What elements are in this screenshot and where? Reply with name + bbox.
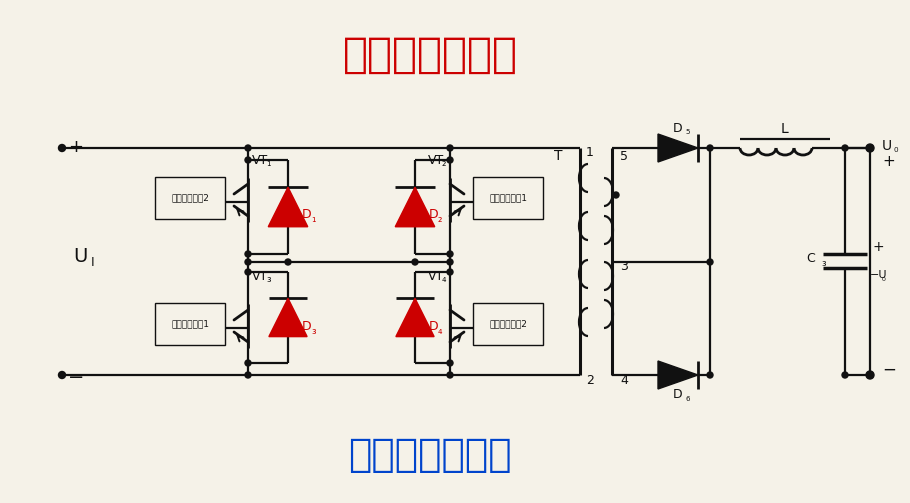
Circle shape (447, 269, 453, 275)
Circle shape (245, 269, 251, 275)
Circle shape (447, 360, 453, 366)
Circle shape (447, 372, 453, 378)
Circle shape (447, 145, 453, 151)
Text: ₄: ₄ (438, 326, 442, 336)
Circle shape (707, 145, 713, 151)
Text: ₂: ₂ (438, 214, 442, 224)
Text: ₀: ₀ (893, 144, 897, 154)
Polygon shape (658, 134, 698, 162)
Text: ₃: ₃ (822, 258, 826, 268)
Polygon shape (268, 298, 307, 337)
Text: VT: VT (252, 153, 268, 166)
Text: 脉冲宽度调制1: 脉冲宽度调制1 (489, 194, 527, 203)
Text: U: U (73, 246, 87, 266)
Circle shape (245, 360, 251, 366)
Text: −: − (882, 361, 895, 379)
Text: 2: 2 (586, 374, 594, 386)
Text: 脉冲宽度调制2: 脉冲宽度调制2 (489, 319, 527, 328)
Text: ₅: ₅ (685, 126, 690, 136)
Circle shape (447, 259, 453, 265)
Text: ₂: ₂ (442, 158, 447, 168)
Polygon shape (658, 361, 698, 389)
Circle shape (245, 157, 251, 163)
Text: 1: 1 (586, 146, 594, 159)
Circle shape (866, 144, 874, 152)
Text: +: + (882, 154, 895, 170)
Text: 脉冲宽度调制2: 脉冲宽度调制2 (171, 194, 209, 203)
Text: D: D (673, 122, 682, 134)
Circle shape (613, 192, 619, 198)
Circle shape (58, 372, 66, 378)
Text: 3: 3 (620, 261, 628, 274)
Text: ₃: ₃ (266, 274, 270, 284)
Text: D: D (302, 320, 311, 333)
Text: D: D (429, 209, 439, 221)
Text: ₄: ₄ (442, 274, 447, 284)
Text: 脉冲宽度调制1: 脉冲宽度调制1 (171, 319, 209, 328)
Text: VT: VT (428, 153, 444, 166)
Circle shape (842, 372, 848, 378)
Circle shape (866, 371, 874, 379)
Text: T: T (553, 149, 562, 163)
Circle shape (412, 259, 418, 265)
Text: VT: VT (428, 270, 444, 283)
Text: −U: −U (870, 270, 887, 280)
Text: +: + (68, 138, 84, 156)
Text: +: + (873, 240, 885, 254)
Circle shape (707, 372, 713, 378)
Circle shape (285, 259, 291, 265)
Text: U: U (882, 139, 892, 153)
Text: C: C (806, 253, 815, 266)
Polygon shape (268, 187, 308, 227)
Text: ₁: ₁ (311, 214, 316, 224)
Polygon shape (396, 298, 434, 337)
Text: 4: 4 (620, 374, 628, 386)
Text: ₁: ₁ (266, 158, 270, 168)
Circle shape (58, 144, 66, 151)
Circle shape (245, 251, 251, 257)
Text: I: I (91, 257, 95, 270)
Text: L: L (781, 122, 789, 136)
Circle shape (447, 251, 453, 257)
Text: 二极管作用分析: 二极管作用分析 (349, 436, 511, 474)
Text: D: D (673, 388, 682, 401)
Circle shape (447, 157, 453, 163)
Text: ₀: ₀ (882, 273, 885, 283)
Text: −: − (68, 368, 85, 386)
Text: ₃: ₃ (311, 326, 316, 336)
Polygon shape (395, 187, 435, 227)
Circle shape (245, 372, 251, 378)
Circle shape (842, 145, 848, 151)
Text: D: D (429, 320, 439, 333)
Circle shape (707, 259, 713, 265)
Circle shape (245, 259, 251, 265)
Text: 5: 5 (620, 149, 628, 162)
Circle shape (245, 145, 251, 151)
Text: D: D (302, 209, 311, 221)
Text: ₆: ₆ (685, 393, 690, 403)
Text: 全桥逆变主回路: 全桥逆变主回路 (342, 34, 518, 76)
Text: VT: VT (252, 270, 268, 283)
